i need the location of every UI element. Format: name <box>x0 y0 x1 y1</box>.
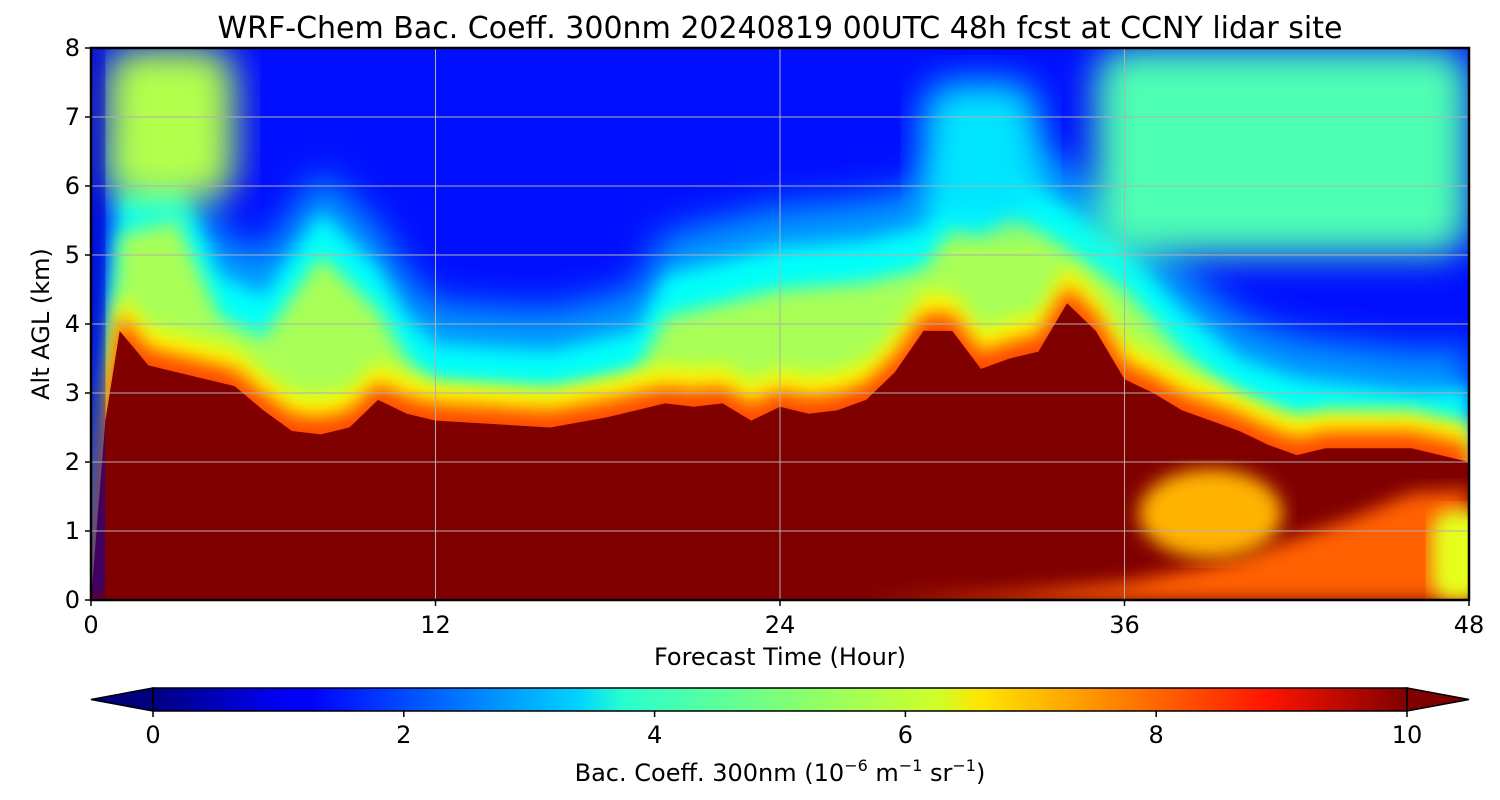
x-axis-ticks: 0 12 24 36 48 <box>83 600 1484 639</box>
x-tick-label-2: 24 <box>765 611 796 639</box>
colorbar-tick-label-1: 2 <box>396 721 411 749</box>
y-tick-label-4: 4 <box>65 310 80 338</box>
y-axis-label: Alt AGL (km) <box>27 248 55 400</box>
colorbar-tick-label-5: 10 <box>1392 721 1423 749</box>
y-tick-label-2: 2 <box>65 448 80 476</box>
colorbar-label-exp1: −6 <box>844 756 868 775</box>
y-tick-label-8: 8 <box>65 34 80 62</box>
y-tick-label-6: 6 <box>65 172 80 200</box>
y-axis-ticks: 0 1 2 3 4 5 6 7 8 <box>65 34 91 614</box>
x-axis-label: Forecast Time (Hour) <box>654 643 906 671</box>
upper-aerosol-patch-2 <box>923 82 1039 221</box>
colorbar-body <box>153 688 1407 711</box>
colorbar-over-extension <box>1406 687 1470 712</box>
colorbar-tick-label-4: 8 <box>1149 721 1164 749</box>
colorbar-label: Bac. Coeff. 300nm (10−6 m−1 sr−1) <box>575 756 986 787</box>
y-tick-label-7: 7 <box>65 103 80 131</box>
colorbar-tick-label-3: 6 <box>898 721 913 749</box>
near-surface-reduced <box>866 489 1469 600</box>
y-tick-label-3: 3 <box>65 379 80 407</box>
colorbar-label-unit1: m <box>868 759 899 787</box>
colorbar-label-main: Bac. Coeff. 300nm (10 <box>575 759 845 787</box>
colorbar-tick-label-0: 0 <box>145 721 160 749</box>
colorbar-label-exp2: −1 <box>899 756 923 775</box>
upper-aerosol-patch-1 <box>1095 48 1469 255</box>
x-tick-label-0: 0 <box>83 611 98 639</box>
x-tick-label-3: 36 <box>1109 611 1140 639</box>
colorbar-frame <box>152 687 1408 712</box>
colorbar-label-close: ) <box>976 759 985 787</box>
surface-edge-48h <box>1431 510 1469 600</box>
colorbar-label-unit2: sr <box>922 759 952 787</box>
colorbar-ticks: 0 2 4 6 8 10 <box>145 711 1422 749</box>
x-tick-label-4: 48 <box>1454 611 1485 639</box>
colorbar-under-extension <box>90 687 154 712</box>
colorbar-label-exp3: −1 <box>952 756 976 775</box>
y-tick-label-5: 5 <box>65 241 80 269</box>
y-tick-label-1: 1 <box>65 517 80 545</box>
x-tick-label-1: 12 <box>420 611 451 639</box>
chart-title: WRF-Chem Bac. Coeff. 300nm 20240819 00UT… <box>218 11 1343 46</box>
upper-aerosol-patch-0 <box>105 48 235 200</box>
colorbar: 0 2 4 6 8 10 Bac. Coeff. 300nm (10−6 m−1 sr−1… <box>90 687 1470 787</box>
colorbar-tick-label-2: 4 <box>647 721 662 749</box>
y-tick-label-0: 0 <box>65 586 80 614</box>
elevated-pocket <box>1138 468 1283 559</box>
